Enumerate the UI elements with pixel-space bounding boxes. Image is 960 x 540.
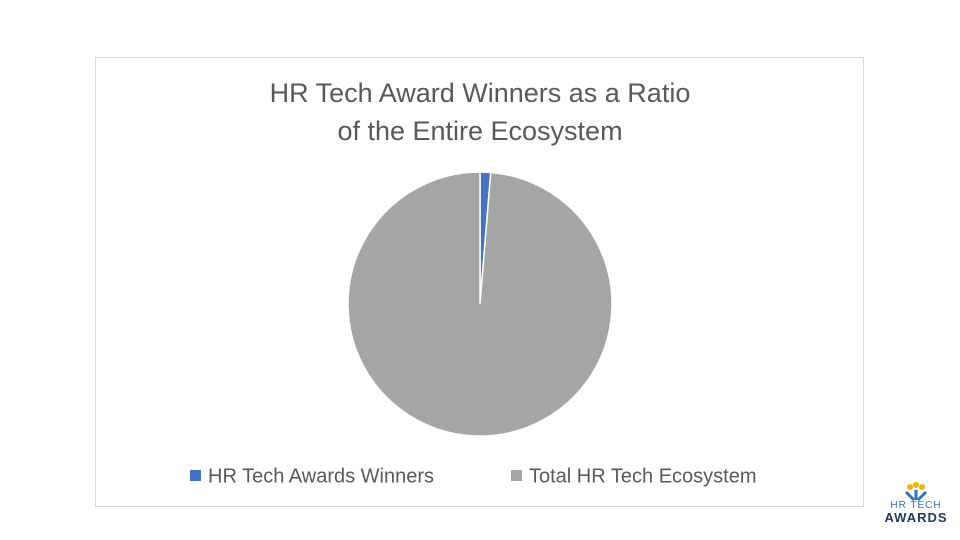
logo-icon [904,482,928,502]
chart-title: HR Tech Award Winners as a Ratio of the … [269,78,691,146]
logo-dot [919,484,925,490]
logo-line1: HR TECH [890,500,942,511]
legend-label: HR Tech Awards Winners [208,465,434,487]
logo-line2: AWARDS [884,510,948,525]
logo-dot [913,482,919,488]
chart-frame [95,57,864,507]
legend-label: Total HR Tech Ecosystem [529,465,757,487]
logo-dot [907,484,913,490]
legend-swatch [511,470,522,481]
logo-figure [904,490,928,502]
legend-swatch [190,470,201,481]
pie-slice [347,171,613,437]
logo: HR TECH AWARDS [876,482,956,538]
